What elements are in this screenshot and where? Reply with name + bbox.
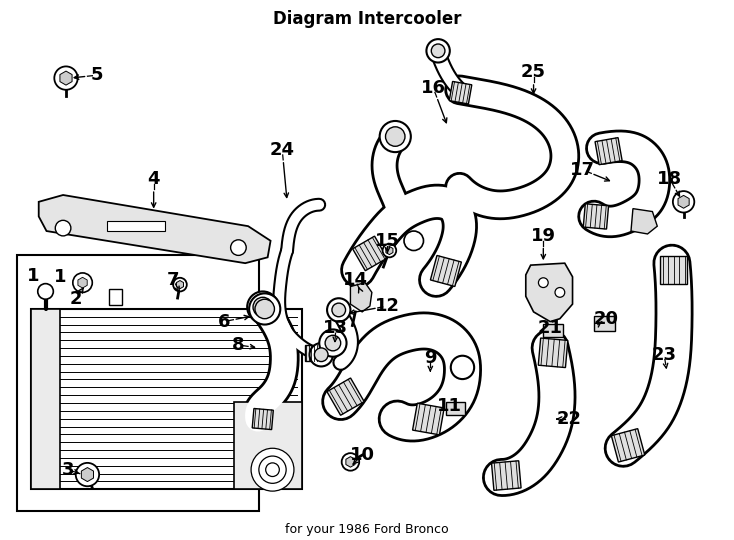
Text: 6: 6 — [217, 313, 230, 330]
Bar — [352, 236, 388, 271]
Bar — [543, 323, 563, 337]
Bar — [492, 461, 521, 490]
Bar — [305, 345, 319, 361]
Circle shape — [379, 121, 411, 152]
Circle shape — [325, 335, 341, 351]
Bar — [18, 255, 259, 511]
Text: 1: 1 — [54, 268, 66, 286]
Circle shape — [249, 293, 280, 325]
Text: 23: 23 — [652, 346, 677, 364]
Bar — [538, 338, 568, 368]
Text: 19: 19 — [531, 227, 556, 245]
Circle shape — [76, 463, 99, 486]
Polygon shape — [350, 282, 372, 312]
Circle shape — [319, 329, 346, 357]
Bar — [660, 256, 688, 284]
Text: 17: 17 — [570, 161, 595, 179]
Circle shape — [230, 240, 246, 255]
Text: 15: 15 — [375, 232, 400, 250]
Polygon shape — [60, 71, 72, 85]
Circle shape — [247, 292, 278, 322]
Bar — [594, 316, 615, 332]
Circle shape — [539, 278, 548, 287]
Circle shape — [432, 44, 445, 58]
Text: 21: 21 — [537, 320, 563, 338]
Bar — [252, 408, 273, 430]
Circle shape — [332, 303, 346, 317]
Bar — [327, 378, 364, 415]
Bar — [446, 402, 465, 415]
Circle shape — [341, 453, 359, 471]
Text: 10: 10 — [349, 446, 374, 464]
Text: 1: 1 — [27, 267, 40, 285]
Circle shape — [253, 298, 272, 317]
Circle shape — [255, 299, 275, 319]
Text: 25: 25 — [521, 63, 546, 81]
Polygon shape — [81, 468, 93, 482]
Circle shape — [54, 66, 78, 90]
Circle shape — [259, 456, 286, 483]
Bar — [233, 402, 302, 489]
Polygon shape — [631, 208, 657, 234]
Polygon shape — [78, 278, 87, 288]
Circle shape — [314, 348, 328, 362]
Text: 20: 20 — [593, 310, 618, 328]
Text: for your 1986 Ford Bronco: for your 1986 Ford Bronco — [286, 523, 448, 536]
Circle shape — [451, 356, 474, 379]
Text: 14: 14 — [343, 271, 368, 289]
Circle shape — [555, 287, 564, 298]
Circle shape — [327, 298, 350, 322]
Bar — [430, 255, 462, 287]
Circle shape — [173, 278, 186, 292]
Circle shape — [310, 343, 333, 367]
Text: 16: 16 — [421, 79, 446, 97]
Text: 18: 18 — [658, 171, 683, 188]
Circle shape — [426, 39, 450, 63]
Bar — [611, 429, 644, 462]
Text: Diagram Intercooler: Diagram Intercooler — [273, 10, 461, 28]
Circle shape — [673, 191, 694, 213]
Text: 5: 5 — [91, 66, 103, 84]
Polygon shape — [176, 280, 184, 289]
Bar — [595, 138, 622, 165]
Bar — [31, 309, 302, 489]
Text: 11: 11 — [437, 397, 462, 415]
Circle shape — [385, 127, 405, 146]
Circle shape — [73, 273, 92, 292]
Circle shape — [37, 284, 54, 299]
Bar — [109, 289, 123, 305]
Polygon shape — [39, 195, 271, 263]
Polygon shape — [526, 263, 573, 322]
Circle shape — [382, 244, 396, 258]
Text: 12: 12 — [375, 297, 400, 315]
Text: 2: 2 — [70, 290, 82, 308]
Bar — [107, 221, 165, 231]
Bar — [413, 403, 444, 435]
Text: 13: 13 — [324, 320, 349, 338]
Text: 4: 4 — [148, 171, 160, 188]
Circle shape — [55, 220, 71, 236]
Polygon shape — [678, 195, 689, 208]
Text: 7: 7 — [167, 271, 179, 289]
Circle shape — [251, 448, 294, 491]
Polygon shape — [346, 457, 355, 467]
Bar — [31, 309, 60, 489]
Circle shape — [404, 231, 424, 251]
Text: 9: 9 — [424, 349, 437, 367]
Text: 3: 3 — [62, 461, 74, 478]
Bar — [449, 82, 472, 104]
Circle shape — [266, 463, 280, 476]
Text: 24: 24 — [270, 141, 295, 159]
Polygon shape — [386, 246, 393, 254]
Text: 22: 22 — [557, 410, 582, 428]
Bar — [584, 204, 608, 229]
Text: 8: 8 — [232, 336, 244, 354]
